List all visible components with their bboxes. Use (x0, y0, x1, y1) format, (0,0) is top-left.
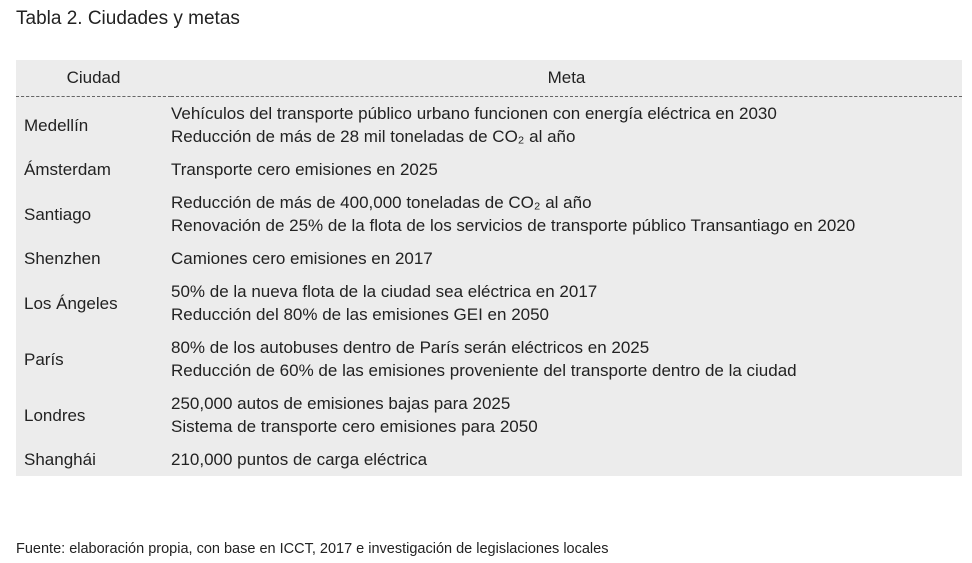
footnote: Fuente: elaboración propia, con base en … (16, 541, 609, 557)
goal-cell: 50% de la nueva flota de la ciudad sea e… (171, 275, 962, 331)
goal-cell: 80% de los autobuses dentro de París ser… (171, 331, 962, 387)
header-row: Ciudad Meta (16, 60, 962, 97)
header-cell: Ciudad (16, 60, 171, 97)
city-cell: Londres (24, 405, 86, 425)
city-cell: Shanghái (24, 450, 96, 469)
header-cell: Meta (171, 60, 962, 97)
city-cell: Los Ángeles (24, 293, 118, 313)
goal-line: Renovación de 25% de la flota de los ser… (171, 216, 856, 235)
goal-cell: Transporte cero emisiones en 2025 (171, 153, 962, 186)
goal-line: Reducción de más de 400,000 toneladas de… (171, 193, 592, 212)
goal-line: 250,000 autos de emisiones bajas para 20… (171, 394, 511, 413)
table-title: Tabla 2. Ciudades y metas (16, 8, 240, 29)
city-cell: París (24, 349, 64, 369)
goal-line: 210,000 puntos de carga eléctrica (171, 450, 428, 469)
table-row: París 80% de los autobuses dentro de Parí… (16, 331, 962, 387)
goal-line: Reducción de más de 28 mil toneladas de … (171, 127, 576, 146)
goal-cell: Reducción de más de 400,000 toneladas de… (171, 186, 962, 242)
city-cell: Shenzhen (24, 249, 101, 268)
table-row: Londres 250,000 autos de emisiones bajas … (16, 387, 962, 443)
goal-line: Reducción del 80% de las emisiones GEI e… (171, 305, 550, 324)
table-row: Santiago Reducción de más de 400,000 tone… (16, 186, 962, 242)
table-row: Shenzhen Camiones cero emisiones en 2017 (16, 242, 962, 275)
goal-line: Sistema de transporte cero emisiones par… (171, 417, 538, 436)
table-container: Ciudad Meta Medellín Vehículos del transp… (16, 60, 962, 476)
table-row: Ámsterdam Transporte cero emisiones en 20… (16, 153, 962, 186)
table-row: Medellín Vehículos del transporte público… (16, 97, 962, 154)
city-cell: Medellín (24, 115, 89, 135)
goal-line: 80% de los autobuses dentro de París ser… (171, 338, 650, 357)
goal-cell: Vehículos del transporte público urbano … (171, 97, 962, 154)
goal-cell: 210,000 puntos de carga eléctrica (171, 443, 962, 476)
goal-line: Reducción de 60% de las emisiones proven… (171, 361, 797, 380)
table-row: Shanghái 210,000 puntos de carga eléctric… (16, 443, 962, 476)
table-row: Los Ángeles 50% de la nueva flota de la c… (16, 275, 962, 331)
goal-line: Transporte cero emisiones en 2025 (171, 160, 438, 179)
table: Ciudad Meta Medellín Vehículos del transp… (16, 60, 962, 476)
goal-cell: Camiones cero emisiones en 2017 (171, 242, 962, 275)
goal-cell: 250,000 autos de emisiones bajas para 20… (171, 387, 962, 443)
goal-line: 50% de la nueva flota de la ciudad sea e… (171, 282, 598, 301)
goal-line: Vehículos del transporte público urbano … (171, 104, 777, 123)
goal-line: Camiones cero emisiones en 2017 (171, 249, 433, 268)
city-cell: Santiago (24, 204, 92, 224)
city-cell: Ámsterdam (24, 160, 111, 179)
